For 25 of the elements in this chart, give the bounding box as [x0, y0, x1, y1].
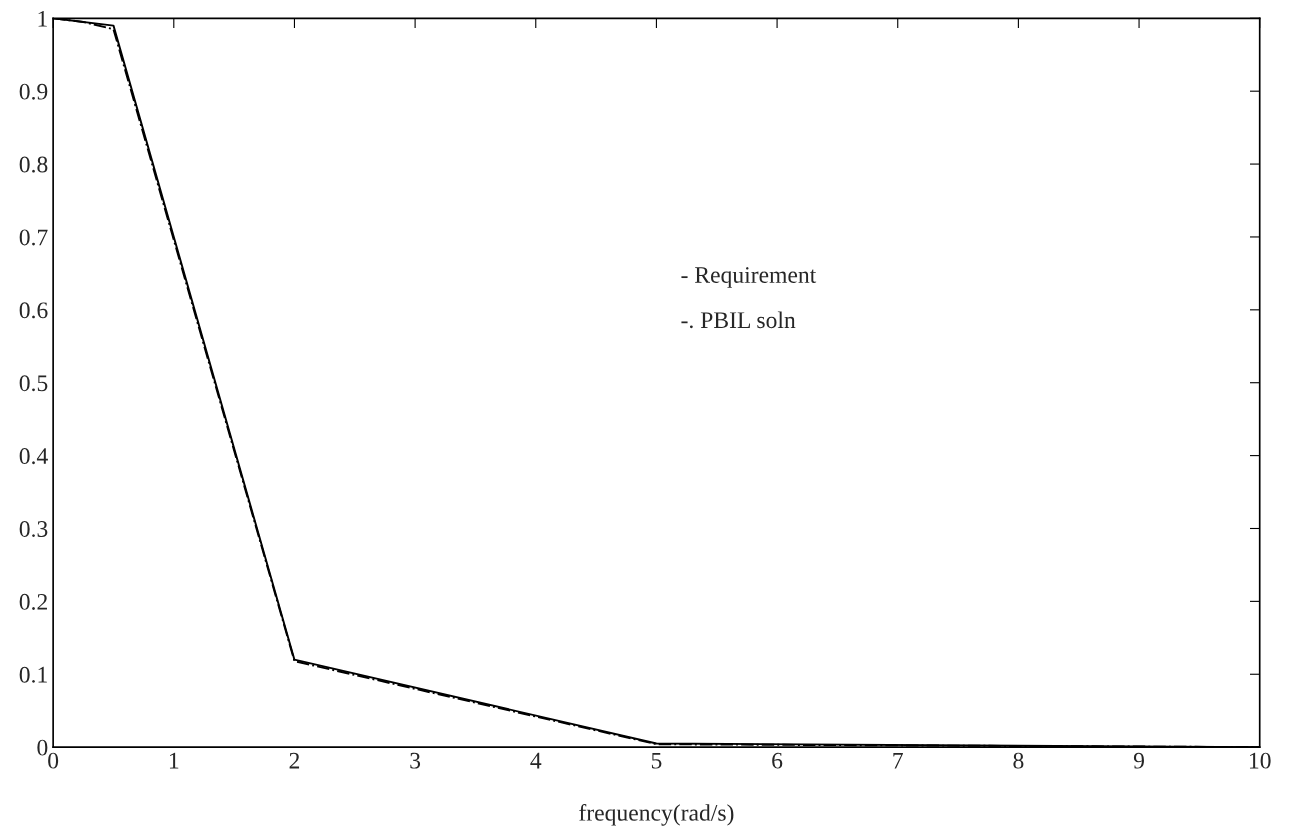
y-tick-label: 0.6: [19, 302, 48, 319]
y-tick-label: 0.5: [19, 375, 48, 392]
y-tick-label: 0.7: [19, 229, 48, 246]
y-tick-label: 0: [37, 739, 48, 756]
x-tick-label: 6: [772, 752, 783, 769]
x-tick-label: 9: [1133, 752, 1144, 769]
annotation: -. PBIL soln: [681, 311, 796, 329]
y-tick-label: 0.9: [19, 83, 48, 100]
x-tick-label: 8: [1013, 752, 1024, 769]
x-tick-label: 0: [48, 752, 59, 769]
annotation: - Requirement: [681, 267, 817, 288]
x-tick-label: 7: [893, 752, 903, 769]
x-tick-label: 3: [410, 752, 421, 769]
x-axis-title: frequency(rad/s): [579, 803, 734, 826]
x-tick-label: 10: [1249, 752, 1271, 769]
y-tick-label: 1: [38, 10, 47, 27]
x-tick-label: 1: [169, 752, 179, 769]
y-tick-label: 0.1: [19, 666, 47, 683]
y-tick-label: 0.8: [19, 156, 48, 173]
x-tick-label: 2: [289, 752, 300, 769]
y-tick-label: 0.4: [19, 448, 48, 465]
x-tick-label: 4: [530, 752, 542, 769]
x-tick-label: 5: [651, 752, 662, 769]
y-tick-label: 0.3: [19, 520, 48, 538]
y-tick-label: 0.2: [19, 593, 47, 610]
